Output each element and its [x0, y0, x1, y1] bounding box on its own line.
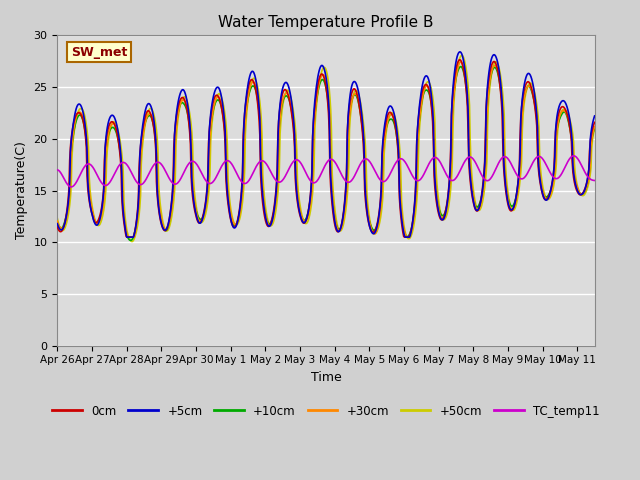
0cm — [456, 57, 464, 63]
+30cm — [129, 234, 137, 240]
0cm — [123, 234, 131, 240]
TC_temp11 — [129, 173, 137, 179]
+50cm — [128, 239, 136, 244]
TC_temp11 — [570, 153, 577, 159]
+5cm — [452, 57, 460, 62]
+30cm — [284, 91, 291, 96]
TC_temp11 — [452, 174, 460, 180]
0cm — [129, 234, 137, 240]
+5cm — [456, 49, 464, 55]
TC_temp11 — [591, 178, 598, 183]
+10cm — [284, 94, 291, 99]
TC_temp11 — [284, 169, 291, 175]
TC_temp11 — [440, 166, 447, 171]
+30cm — [56, 224, 63, 229]
Line: TC_temp11: TC_temp11 — [58, 156, 595, 187]
Line: 0cm: 0cm — [58, 60, 595, 237]
+5cm — [123, 234, 131, 240]
+50cm — [591, 126, 598, 132]
+30cm — [591, 124, 598, 130]
+50cm — [54, 216, 61, 221]
+5cm — [440, 216, 447, 222]
Line: +50cm: +50cm — [58, 55, 595, 241]
0cm — [440, 215, 447, 220]
+30cm — [304, 215, 312, 221]
TC_temp11 — [56, 168, 63, 174]
+10cm — [129, 234, 137, 240]
+50cm — [452, 71, 460, 77]
Line: +30cm: +30cm — [58, 62, 595, 237]
+10cm — [440, 213, 447, 218]
0cm — [452, 64, 460, 70]
Line: +10cm: +10cm — [58, 67, 595, 240]
+5cm — [54, 221, 61, 227]
0cm — [591, 120, 598, 125]
Legend: 0cm, +5cm, +10cm, +30cm, +50cm, TC_temp11: 0cm, +5cm, +10cm, +30cm, +50cm, TC_temp1… — [47, 400, 604, 422]
TC_temp11 — [67, 184, 75, 190]
+10cm — [127, 238, 134, 243]
0cm — [54, 224, 61, 230]
+50cm — [458, 52, 465, 58]
0cm — [284, 90, 291, 96]
+30cm — [440, 216, 447, 222]
+5cm — [129, 234, 137, 240]
+50cm — [304, 219, 312, 225]
+5cm — [56, 226, 63, 232]
+5cm — [284, 81, 291, 86]
+50cm — [440, 216, 447, 222]
Y-axis label: Temperature(C): Temperature(C) — [15, 142, 28, 240]
+5cm — [304, 212, 312, 218]
+30cm — [54, 218, 61, 224]
Line: +5cm: +5cm — [58, 52, 595, 237]
+10cm — [54, 219, 61, 225]
+30cm — [457, 59, 465, 65]
+50cm — [284, 87, 291, 93]
+50cm — [56, 224, 63, 229]
+50cm — [129, 238, 137, 243]
X-axis label: Time: Time — [310, 371, 341, 384]
0cm — [56, 228, 63, 234]
+10cm — [304, 212, 312, 217]
TC_temp11 — [54, 167, 61, 173]
+30cm — [452, 72, 460, 78]
+5cm — [591, 113, 598, 119]
+10cm — [452, 73, 460, 79]
Text: SW_met: SW_met — [71, 46, 127, 59]
TC_temp11 — [304, 173, 312, 179]
+10cm — [591, 125, 598, 131]
Title: Water Temperature Profile B: Water Temperature Profile B — [218, 15, 434, 30]
+10cm — [457, 64, 465, 70]
+30cm — [124, 234, 132, 240]
0cm — [304, 212, 312, 218]
+10cm — [56, 224, 63, 230]
